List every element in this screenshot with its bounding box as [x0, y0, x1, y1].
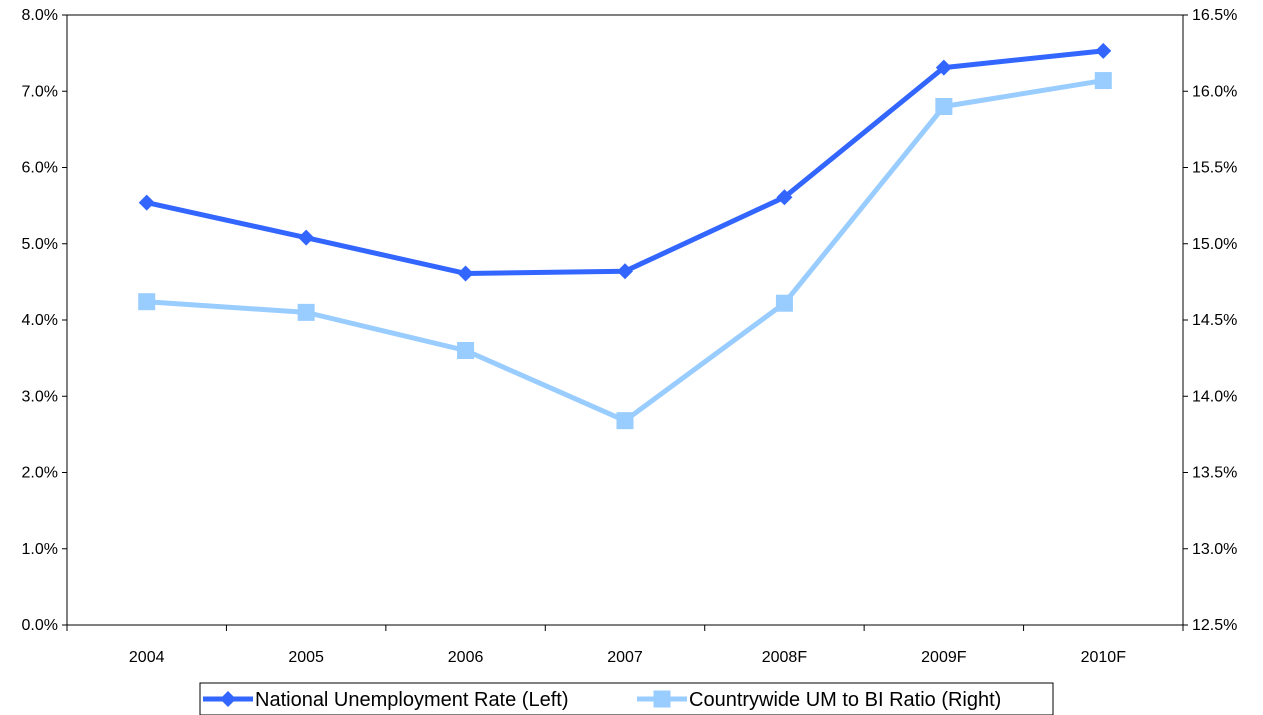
right-axis-tick-label: 16.0% — [1192, 83, 1237, 100]
legend-entry-0: National Unemployment Rate (Left) — [203, 689, 568, 711]
data-point-diamond — [1095, 42, 1112, 59]
data-point-square — [457, 342, 475, 359]
right-axis-tick-label: 15.5% — [1192, 160, 1237, 177]
left-axis-tick-label: 5.0% — [22, 236, 58, 253]
left-axis-tick-label: 6.0% — [22, 160, 58, 177]
left-axis-tick-label: 2.0% — [22, 465, 58, 482]
data-point-square — [138, 293, 156, 311]
data-point-diamond — [617, 263, 633, 280]
x-axis-tick-label: 2008F — [762, 649, 808, 666]
left-axis-tick-label: 0.0% — [22, 617, 58, 634]
left-axis-tick-label: 4.0% — [22, 312, 58, 329]
series-line-0 — [146, 48, 1104, 276]
right-axis-tick-label: 12.5% — [1192, 617, 1237, 634]
legend-label: National Unemployment Rate (Left) — [255, 689, 568, 711]
legend: National Unemployment Rate (Left) Country… — [199, 682, 1054, 715]
series-0 — [138, 42, 1112, 282]
data-point-square — [1094, 72, 1112, 90]
plot-area-border — [66, 14, 1184, 626]
legend-box — [199, 682, 1054, 715]
data-point-diamond — [138, 194, 155, 211]
x-axis-tick-label: 2010F — [1081, 649, 1127, 666]
right-axis-tick-label: 14.5% — [1192, 312, 1237, 329]
data-point-square — [775, 294, 793, 312]
left-axis-tick-label: 3.0% — [22, 388, 58, 405]
data-point-diamond — [298, 229, 315, 246]
x-axis-tick-label: 2005 — [288, 649, 324, 666]
x-axis-tick-label: 2006 — [448, 649, 484, 666]
legend-marker-swatch — [653, 690, 671, 708]
legend-entry-1: Countrywide UM to BI Ratio (Right) — [637, 689, 1001, 711]
data-point-diamond — [935, 59, 952, 76]
series-line-1 — [146, 78, 1104, 424]
series-1 — [138, 72, 1112, 430]
data-point-diamond — [457, 265, 474, 282]
data-point-square — [935, 98, 953, 115]
left-axis-tick-label: 8.0% — [22, 7, 58, 24]
legend-label: Countrywide UM to BI Ratio (Right) — [689, 689, 1001, 711]
x-axis-tick-label: 2009F — [921, 649, 967, 666]
left-axis-tick-label: 1.0% — [22, 541, 58, 558]
tick-labels: 0.0% 1.0% 2.0% 3.0% 4.0% 5.0% 6.0% 7.0% 8.0% 12.5… — [22, 7, 1238, 666]
x-axis-tick-label: 2007 — [607, 649, 643, 666]
right-axis-tick-label: 13.0% — [1192, 541, 1237, 558]
left-axis-tick-label: 7.0% — [22, 83, 58, 100]
data-point-square — [297, 303, 315, 321]
series-lines — [138, 42, 1112, 430]
data-point-square — [616, 412, 634, 430]
data-point-diamond — [776, 189, 793, 206]
right-axis-tick-label: 15.0% — [1192, 236, 1237, 253]
right-axis-tick-label: 16.5% — [1192, 7, 1237, 24]
right-axis-tick-label: 14.0% — [1192, 388, 1237, 405]
legend-marker-swatch — [220, 691, 236, 707]
right-axis-tick-label: 13.5% — [1192, 465, 1237, 482]
x-axis-tick-label: 2004 — [129, 649, 165, 666]
axes — [62, 14, 1188, 631]
